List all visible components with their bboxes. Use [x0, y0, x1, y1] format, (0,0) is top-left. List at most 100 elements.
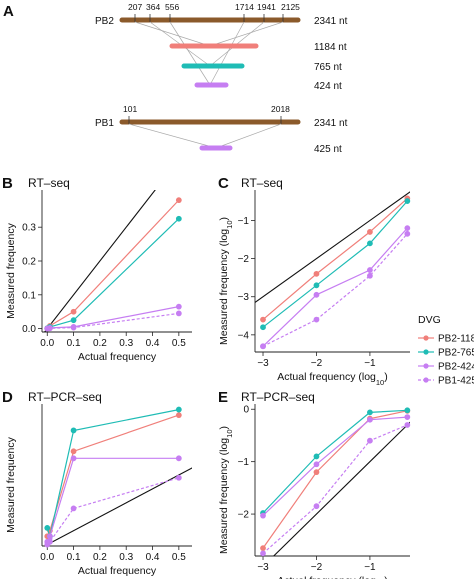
x-tick-label: −1 [364, 358, 376, 369]
x-tick-label: 0.1 [67, 338, 81, 349]
panel-a: A PB2 2341 nt 207 364 556 1714 1941 2125 [3, 2, 348, 155]
series-pb2-1184 [260, 195, 411, 323]
data-point-pb2-1184 [70, 448, 77, 455]
pb2-bp-364: 364 [146, 2, 160, 12]
data-point-pb2-1184 [70, 308, 77, 315]
series-pb2-765 [44, 215, 182, 332]
y-tick-label: −2 [238, 254, 250, 265]
data-point-pb2-1184 [313, 469, 320, 476]
series-line-pb2-424 [262, 416, 408, 517]
data-point-pb2-424 [175, 303, 182, 310]
data-point-pb2-765 [404, 198, 411, 204]
series-pb2-424 [260, 225, 411, 350]
panel-letter-d: D [2, 389, 13, 406]
data-point-pb2-765 [175, 406, 182, 413]
legend-label: PB2-424 [438, 362, 474, 373]
data-point-pb1-425 [313, 503, 320, 510]
data-point-pb2-424 [367, 267, 373, 273]
y-axis-label-close: ) [218, 217, 230, 221]
y-axis-label: Measured frequency [5, 436, 17, 532]
data-point-pb2-1184 [367, 229, 373, 235]
data-point-pb2-424 [260, 512, 266, 519]
data-point-pb1-425 [404, 230, 411, 237]
legend-title: DVG [418, 314, 441, 326]
x-tick-label: 0.0 [40, 338, 54, 349]
pb2-bp-556: 556 [165, 2, 179, 12]
x-axis-label: Actual frequency [78, 565, 157, 577]
data-point-pb2-1184 [313, 270, 320, 277]
chart-panel-c: C RT–seq −3 −2 −1 −4 −3 −2 −1 Actual frequency (l… [218, 175, 411, 387]
pb2-bp-2125: 2125 [281, 2, 300, 12]
series-pb1-425 [260, 230, 411, 350]
legend-label: PB2-765 [438, 348, 474, 359]
y-tick-label: 0.1 [22, 290, 36, 301]
series-pb1-425 [260, 422, 411, 557]
x-axis-label: Actual frequency (log10) [277, 371, 387, 387]
dvg-length-pb2-1184: 1184 nt [314, 42, 347, 53]
x-tick-label: −2 [311, 562, 323, 573]
dvg-length-pb2-424: 424 nt [314, 81, 342, 92]
chart-title: RT–PCR–seq [241, 390, 315, 404]
x-tick-label: −2 [311, 358, 323, 369]
series-line-pb2-1184 [46, 414, 179, 537]
y-tick-label: −1 [238, 457, 250, 468]
y-axis-label-subscript: 10 [225, 430, 234, 438]
x-tick-label: 0.2 [93, 338, 107, 349]
data-point-pb2-765 [404, 407, 411, 414]
data-point-pb2-424 [367, 416, 373, 423]
x-axis-label: Actual frequency [78, 351, 157, 363]
y-tick-label: 0.3 [22, 223, 36, 234]
pb2-bp-1714: 1714 [235, 2, 254, 12]
series-pb2-1184 [260, 407, 411, 552]
legend-marker [423, 377, 429, 383]
legend-item-pb2-765: PB2-765 [418, 348, 474, 359]
pb2-bp-207: 207 [128, 2, 142, 12]
data-point-pb1-425 [313, 316, 320, 323]
series-line-pb2-765 [47, 218, 180, 329]
legend-marker [423, 349, 429, 355]
data-point-pb2-765 [44, 525, 51, 531]
series-line-pb1-425 [262, 424, 408, 554]
chart-panel-b: B RT–seq 0.0 0.1 0.2 0.3 0.4 0.5 0.0 0.1 0.2 0.3 Act… [2, 175, 192, 363]
series-pb1-425 [44, 310, 182, 332]
identity-line [43, 190, 156, 332]
x-tick-label: 0.1 [67, 552, 81, 563]
pb1-junction-lines [128, 123, 282, 149]
x-tick-label: 0.5 [172, 338, 186, 349]
data-point-pb2-765 [313, 282, 320, 289]
panel-letter-e: E [218, 389, 228, 406]
data-point-pb2-424 [404, 225, 411, 232]
pb1-bp-101: 101 [123, 104, 137, 114]
data-point-pb1-425 [70, 324, 77, 331]
data-point-pb1-425 [70, 505, 77, 512]
x-tick-label: −3 [257, 562, 269, 573]
data-point-pb2-424 [70, 455, 77, 462]
y-tick-label: 0 [243, 405, 249, 416]
legend-label: PB1-425 [438, 376, 474, 387]
data-point-pb1-425 [46, 325, 53, 332]
legend-items: PB2-1184 PB2-765 PB2-424 PB1-425 [418, 334, 474, 387]
y-tick-label: −4 [238, 330, 250, 341]
series-line-pb2-1184 [262, 197, 408, 321]
y-axis-label: Measured frequency [5, 222, 17, 318]
y-tick-label: −2 [238, 510, 250, 521]
data-point-pb2-765 [70, 317, 77, 324]
series-pb2-765 [260, 198, 411, 331]
x-tick-label: −1 [364, 562, 376, 573]
data-point-pb1-425 [175, 474, 182, 481]
y-axis-label: Measured frequency (log10) [218, 217, 234, 345]
series-pb2-1184 [44, 197, 182, 332]
x-axis-label-close: ) [384, 371, 388, 383]
pb2-bp-1941: 1941 [257, 2, 276, 12]
data-point-pb1-425 [260, 550, 266, 557]
series-line-pb2-424 [46, 457, 179, 543]
data-point-pb2-424 [404, 414, 411, 421]
series-pb2-424 [44, 303, 182, 332]
pb1-label: PB1 [95, 118, 114, 129]
series-line-pb2-765 [46, 409, 179, 539]
data-point-pb2-1184 [260, 545, 266, 552]
chart-title: RT–seq [28, 176, 70, 190]
data-point-pb2-765 [367, 409, 373, 416]
data-point-pb2-424 [313, 461, 320, 468]
series-line-pb2-1184 [46, 199, 180, 329]
